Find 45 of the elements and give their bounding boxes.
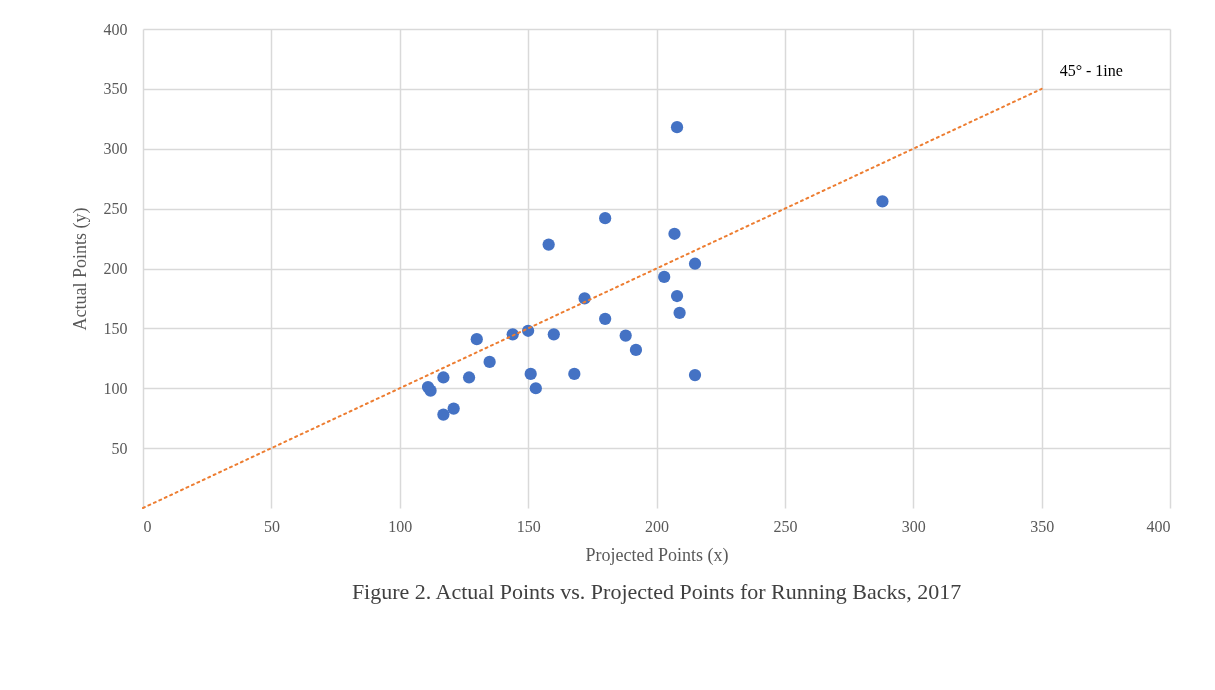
x-tick-label: 200 xyxy=(645,517,669,535)
point xyxy=(629,343,643,357)
point xyxy=(619,329,632,342)
x-tick-label: 0 xyxy=(143,517,152,535)
point xyxy=(437,371,450,384)
point xyxy=(673,306,686,319)
x-tick-label: 100 xyxy=(388,517,413,535)
point xyxy=(876,195,889,208)
y-tick-label: 400 xyxy=(103,20,128,38)
x-tick-label: 50 xyxy=(263,517,280,535)
y-axis-title: Actual Points (y) xyxy=(69,207,91,331)
point xyxy=(424,384,437,397)
x-tick-label: 150 xyxy=(516,517,541,535)
point xyxy=(599,212,612,225)
point xyxy=(658,270,671,283)
y-tick-label: 250 xyxy=(103,200,128,218)
y-tick-label: 100 xyxy=(103,379,128,397)
point xyxy=(670,289,684,303)
y-tick-label: 150 xyxy=(103,319,128,337)
point xyxy=(670,121,684,134)
x-tick-label: 300 xyxy=(901,517,926,535)
point xyxy=(470,333,483,346)
point xyxy=(568,367,581,380)
point xyxy=(542,238,555,251)
point xyxy=(688,257,702,270)
point xyxy=(483,355,496,369)
series-label: 45° - 1ine xyxy=(1059,61,1123,79)
point xyxy=(547,328,560,341)
y-tick-label: 200 xyxy=(103,260,128,277)
x-axis-title: Projected Points (x) xyxy=(585,544,729,566)
text: Figure 2. Actual Points vs. Projected Points for Running Backs, 2017 xyxy=(351,579,962,604)
point xyxy=(437,408,450,421)
y-tick-label: 50 xyxy=(111,439,128,457)
point xyxy=(524,367,537,380)
point xyxy=(529,382,542,395)
y-tick-label: 300 xyxy=(103,140,128,158)
point xyxy=(688,368,702,382)
point xyxy=(599,312,612,325)
point xyxy=(668,227,681,240)
x-tick-label: 350 xyxy=(1030,517,1055,535)
point xyxy=(447,402,460,415)
x-tick-label: 400 xyxy=(1146,517,1171,535)
y-tick-label: 350 xyxy=(103,80,128,98)
x-tick-label: 250 xyxy=(773,517,798,535)
point xyxy=(462,371,476,384)
